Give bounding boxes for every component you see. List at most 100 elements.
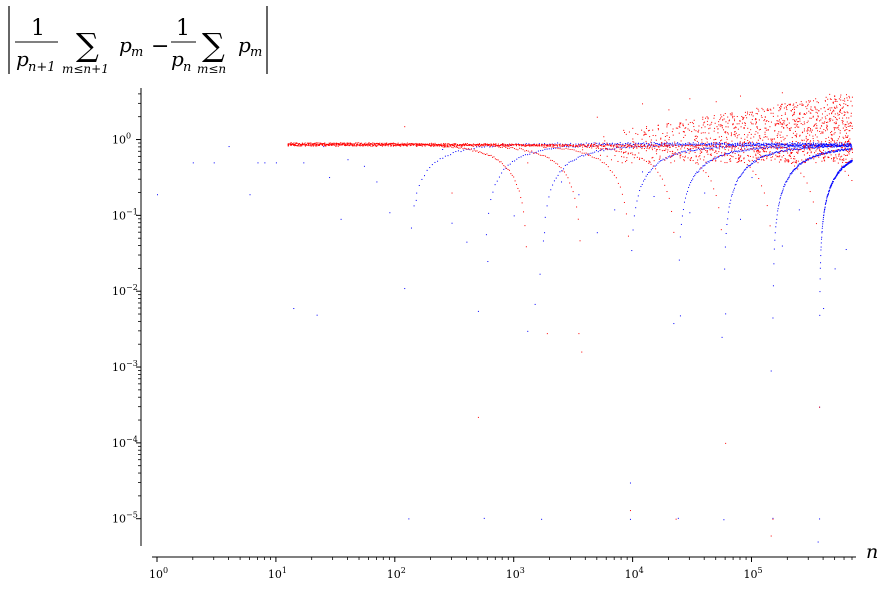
red-point — [495, 144, 497, 146]
blue-point — [782, 145, 784, 147]
blue-point — [837, 145, 839, 147]
blue-point — [786, 143, 788, 145]
blue-point — [735, 150, 737, 152]
red-point — [772, 518, 774, 520]
blue-point — [758, 158, 760, 160]
red-point — [641, 129, 643, 131]
blue-point — [814, 156, 816, 158]
red-point — [684, 127, 686, 129]
red-point — [600, 148, 602, 150]
red-point — [818, 110, 820, 112]
blue-point — [753, 161, 755, 163]
blue-point — [739, 218, 741, 220]
red-point — [706, 138, 708, 140]
red-point — [724, 149, 726, 151]
red-point — [627, 144, 629, 146]
red-point — [641, 138, 643, 140]
blue-point — [759, 145, 761, 147]
red-point — [756, 150, 758, 152]
red-point — [428, 143, 430, 145]
red-point — [324, 145, 326, 147]
blue-point — [554, 143, 556, 145]
red-point — [354, 145, 356, 147]
blue-point — [527, 154, 529, 156]
red-point — [314, 145, 316, 147]
red-point — [643, 134, 645, 136]
red-point — [808, 147, 810, 149]
red-point — [636, 147, 638, 149]
red-point — [612, 145, 614, 147]
red-point — [404, 143, 406, 145]
blue-point — [525, 143, 527, 145]
blue-point — [829, 145, 831, 147]
blue-point — [794, 169, 796, 171]
red-point — [758, 135, 760, 137]
red-point — [698, 129, 700, 131]
red-point — [832, 101, 834, 103]
blue-point — [746, 149, 748, 151]
red-point — [499, 161, 501, 163]
blue-point — [640, 186, 642, 188]
red-point — [305, 144, 307, 146]
blue-point — [778, 203, 780, 205]
red-point — [787, 161, 789, 163]
red-point — [751, 148, 753, 150]
red-point — [727, 132, 729, 134]
blue-point — [722, 154, 724, 156]
red-point — [750, 129, 752, 131]
blue-point — [767, 154, 769, 156]
blue-point — [692, 142, 694, 144]
blue-point — [793, 143, 795, 145]
blue-point — [769, 154, 771, 156]
blue-point — [838, 145, 840, 147]
blue-point — [820, 246, 822, 248]
red-point — [619, 144, 621, 146]
red-point — [483, 143, 485, 145]
blue-point — [555, 147, 557, 149]
red-point — [828, 156, 830, 158]
red-point — [489, 143, 491, 145]
blue-point — [751, 162, 753, 164]
blue-point — [550, 148, 552, 150]
blue-point — [803, 147, 805, 149]
blue-point — [802, 143, 804, 145]
red-point — [683, 159, 685, 161]
red-point — [561, 146, 563, 148]
red-point — [779, 109, 781, 111]
red-point — [590, 144, 592, 146]
red-point — [592, 145, 594, 147]
blue-point — [574, 146, 576, 148]
blue-point — [682, 143, 684, 145]
red-point — [779, 119, 781, 121]
red-point — [782, 124, 784, 126]
blue-point — [707, 147, 709, 149]
blue-point — [825, 144, 827, 146]
red-point — [482, 152, 484, 154]
blue-point — [848, 149, 850, 151]
blue-point — [765, 142, 767, 144]
blue-point — [629, 518, 631, 520]
blue-point — [842, 145, 844, 147]
red-point — [638, 146, 640, 148]
red-point — [830, 132, 832, 134]
red-point — [385, 143, 387, 145]
red-point — [547, 145, 549, 147]
red-point — [829, 107, 831, 109]
red-point — [792, 140, 794, 142]
red-point — [731, 155, 733, 157]
red-point — [793, 109, 795, 111]
blue-point — [788, 146, 790, 148]
red-point — [844, 123, 846, 125]
red-point — [770, 138, 772, 140]
blue-point — [473, 147, 475, 149]
blue-point — [840, 168, 842, 170]
blue-point — [782, 143, 784, 145]
red-point — [658, 146, 660, 148]
blue-point — [577, 156, 579, 158]
blue-point — [734, 184, 736, 186]
blue-point — [674, 143, 676, 145]
blue-point — [705, 147, 707, 149]
red-point — [638, 152, 640, 154]
red-point — [295, 144, 297, 146]
red-point — [639, 157, 641, 159]
